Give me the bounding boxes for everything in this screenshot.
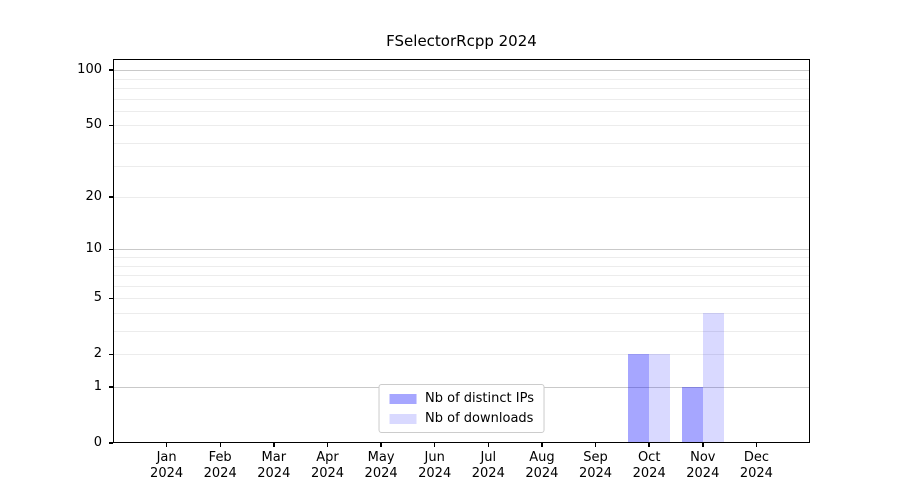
x-tick-month-jan: Jan bbox=[156, 450, 177, 465]
x-tick-label-apr: Apr 2024 bbox=[288, 450, 368, 482]
x-tick-year-sep: 2024 bbox=[578, 466, 613, 481]
gridline-y-7 bbox=[113, 275, 810, 276]
plot-area: Nb of distinct IPs Nb of downloads bbox=[113, 59, 810, 443]
x-tick-year-oct: 2024 bbox=[632, 466, 666, 481]
gridline-y-80 bbox=[113, 88, 810, 89]
y-tick-label-0: 0 bbox=[93, 435, 102, 450]
gridline-y-70 bbox=[113, 98, 810, 100]
legend: Nb of distinct IPs Nb of downloads bbox=[378, 384, 545, 433]
x-tick-label-aug: Aug 2024 bbox=[502, 450, 582, 482]
x-tick-oct bbox=[648, 443, 650, 447]
x-tick-may bbox=[380, 443, 382, 447]
gridline-y-30 bbox=[113, 165, 810, 167]
y-tick-50 bbox=[109, 124, 113, 127]
gridline-y-10 bbox=[113, 249, 810, 251]
y-tick-label-2: 2 bbox=[93, 346, 102, 362]
gridline-y-8 bbox=[113, 265, 810, 267]
x-tick-label-jul: Jul 2024 bbox=[448, 450, 528, 482]
gridline-y-20 bbox=[113, 197, 810, 199]
x-tick-month-apr: Apr bbox=[316, 450, 339, 465]
x-tick-year-nov: 2024 bbox=[686, 466, 720, 481]
y-tick-1 bbox=[109, 386, 113, 388]
bar-distinct-ips-nov bbox=[681, 387, 703, 443]
bar-downloads-nov bbox=[702, 313, 724, 443]
gridline-y-40 bbox=[113, 143, 810, 144]
x-tick-apr bbox=[326, 443, 329, 447]
x-tick-label-oct: Oct 2024 bbox=[609, 450, 689, 482]
x-tick-jun bbox=[433, 443, 436, 447]
x-tick-aug bbox=[541, 443, 543, 447]
gridline-y-6 bbox=[113, 285, 810, 287]
x-tick-year-mar: 2024 bbox=[257, 466, 291, 481]
x-tick-year-may: 2024 bbox=[364, 466, 398, 481]
x-tick-label-sep: Sep 2024 bbox=[556, 450, 636, 482]
x-tick-label-feb: Feb 2024 bbox=[180, 450, 260, 482]
y-tick-20 bbox=[109, 196, 113, 198]
gridline-y-60 bbox=[113, 110, 810, 112]
gridline-y-4 bbox=[113, 313, 810, 314]
y-tick-0 bbox=[109, 442, 113, 444]
legend-swatch-downloads bbox=[389, 413, 417, 424]
x-tick-feb bbox=[219, 443, 221, 447]
gridline-y-9 bbox=[113, 257, 810, 258]
x-tick-dec bbox=[755, 443, 758, 447]
legend-label-distinct-ips: Nb of distinct IPs bbox=[425, 391, 534, 406]
legend-swatch-distinct-ips bbox=[389, 393, 417, 404]
x-tick-label-mar: Mar 2024 bbox=[234, 450, 314, 482]
gridline-y-3 bbox=[113, 331, 810, 332]
y-tick-5 bbox=[109, 297, 113, 299]
x-tick-label-jun: Jun 2024 bbox=[395, 450, 475, 482]
gridline-y-100 bbox=[113, 70, 810, 72]
x-tick-mar bbox=[273, 443, 275, 447]
x-tick-sep bbox=[594, 443, 597, 447]
y-tick-100 bbox=[109, 69, 113, 71]
x-tick-year-aug: 2024 bbox=[525, 466, 559, 481]
x-tick-year-jul: 2024 bbox=[471, 466, 505, 481]
chart-title: FSelectorRcpp 2024 bbox=[386, 32, 537, 50]
x-tick-label-may: May 2024 bbox=[341, 450, 421, 482]
x-tick-month-may: May bbox=[367, 450, 395, 465]
y-tick-label-5: 5 bbox=[93, 290, 102, 306]
x-tick-month-oct: Oct bbox=[637, 450, 661, 465]
y-tick-label-1: 1 bbox=[93, 379, 102, 394]
x-tick-year-jan: 2024 bbox=[150, 466, 184, 481]
x-tick-month-jun: Jun bbox=[424, 450, 445, 465]
x-tick-label-dec: Dec 2024 bbox=[716, 450, 796, 482]
legend-item-downloads: Nb of downloads bbox=[389, 411, 534, 426]
y-tick-2 bbox=[109, 353, 113, 355]
x-tick-month-jul: Jul bbox=[480, 450, 497, 465]
x-tick-month-aug: Aug bbox=[529, 450, 555, 465]
x-tick-month-feb: Feb bbox=[208, 450, 232, 465]
x-tick-year-dec: 2024 bbox=[739, 466, 773, 481]
x-tick-jan bbox=[165, 443, 168, 447]
y-tick-label-50: 50 bbox=[85, 117, 102, 133]
x-tick-label-jan: Jan 2024 bbox=[127, 450, 207, 482]
x-tick-month-mar: Mar bbox=[261, 450, 287, 465]
gridline-y-90 bbox=[113, 78, 810, 80]
bar-distinct-ips-oct bbox=[628, 354, 650, 443]
x-tick-year-jun: 2024 bbox=[418, 466, 452, 481]
legend-item-distinct-ips: Nb of distinct IPs bbox=[389, 391, 534, 406]
x-tick-month-dec: Dec bbox=[743, 450, 769, 465]
gridline-y-5 bbox=[113, 298, 810, 300]
y-tick-label-20: 20 bbox=[85, 189, 102, 205]
y-tick-label-10: 10 bbox=[85, 241, 102, 257]
y-tick-10 bbox=[109, 248, 113, 250]
x-tick-nov bbox=[702, 443, 704, 447]
x-tick-month-nov: Nov bbox=[690, 450, 716, 465]
x-tick-year-feb: 2024 bbox=[203, 466, 237, 481]
x-tick-label-nov: Nov 2024 bbox=[663, 450, 743, 482]
gridline-y-2 bbox=[113, 354, 810, 356]
x-tick-month-sep: Sep bbox=[583, 450, 608, 465]
bar-downloads-oct bbox=[649, 354, 671, 443]
x-tick-jul bbox=[487, 443, 490, 447]
x-tick-year-apr: 2024 bbox=[310, 466, 345, 481]
gridline-y-50 bbox=[113, 125, 810, 127]
legend-label-downloads: Nb of downloads bbox=[425, 411, 534, 426]
y-tick-label-100: 100 bbox=[77, 62, 102, 78]
